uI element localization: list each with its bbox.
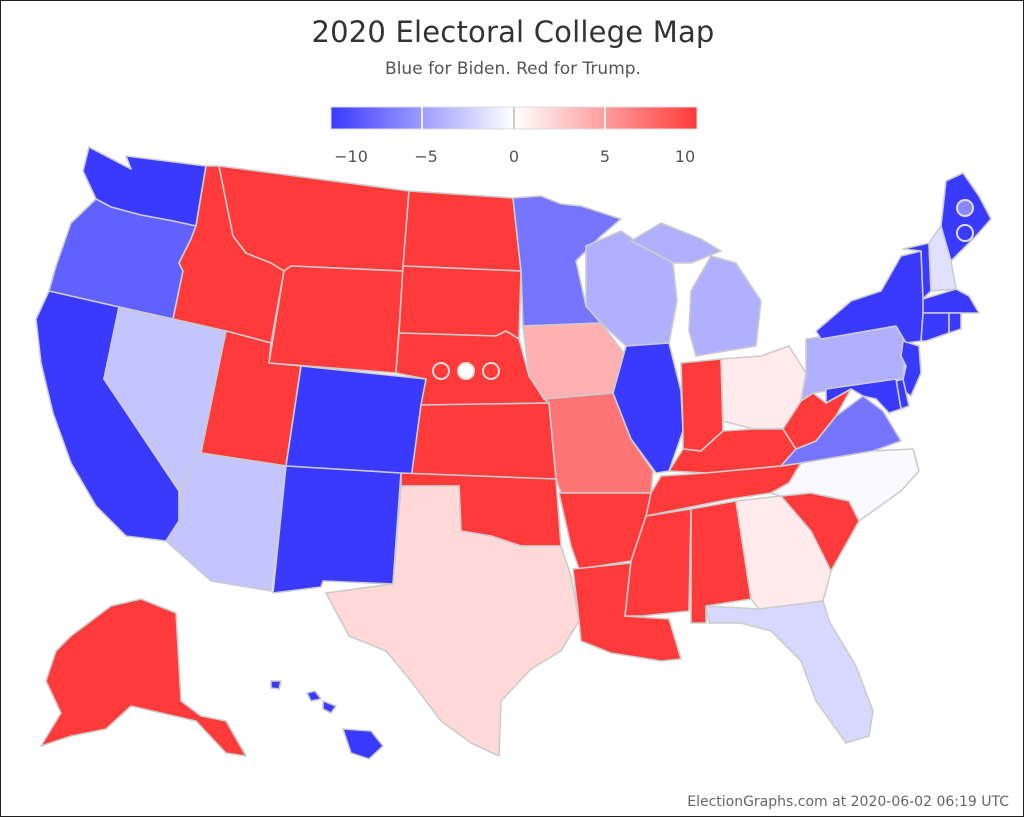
state-FL[interactable] xyxy=(705,600,874,744)
chart-title: 2020 Electoral College Map xyxy=(311,15,715,49)
state-VT[interactable] xyxy=(902,242,932,300)
state-NY[interactable] xyxy=(815,250,927,344)
state-NH[interactable] xyxy=(928,225,957,292)
state-AK[interactable] xyxy=(40,598,247,757)
state-SD[interactable] xyxy=(398,265,522,340)
state-NM[interactable] xyxy=(272,465,402,594)
state-MA[interactable] xyxy=(922,288,980,314)
district-NE-3[interactable] xyxy=(482,362,500,380)
state-TX[interactable] xyxy=(325,485,580,757)
chart-subtitle: Blue for Biden. Red for Trump. xyxy=(385,59,641,79)
state-WY[interactable] xyxy=(268,265,404,374)
state-NC[interactable] xyxy=(770,448,920,522)
state-ME[interactable] xyxy=(940,172,992,262)
state-IA[interactable] xyxy=(522,322,627,400)
state-MD[interactable] xyxy=(825,378,902,414)
state-RI[interactable] xyxy=(948,312,962,334)
district-NE-1[interactable] xyxy=(432,362,450,380)
legend-label-10: 10 xyxy=(674,147,696,166)
state-HI[interactable] xyxy=(342,728,384,760)
state-HI-islands[interactable] xyxy=(270,680,337,714)
state-ND[interactable] xyxy=(402,190,522,272)
source-credit: ElectionGraphs.com at 2020-06-02 06:19 U… xyxy=(687,794,1009,810)
legend-label-neg10: −10 xyxy=(334,147,368,166)
state-CT[interactable] xyxy=(920,312,950,342)
district-NE-2[interactable] xyxy=(457,362,475,380)
state-CO[interactable] xyxy=(285,365,427,476)
state-MI[interactable] xyxy=(688,255,762,357)
legend-label-0: 0 xyxy=(508,147,520,166)
district-ME-1[interactable] xyxy=(956,199,974,217)
state-KS[interactable] xyxy=(410,402,557,480)
legend-label-5: 5 xyxy=(599,147,611,166)
district-ME-2[interactable] xyxy=(956,224,974,242)
legend-label-neg5: −5 xyxy=(414,147,438,166)
state-MI-UP[interactable] xyxy=(630,222,722,264)
